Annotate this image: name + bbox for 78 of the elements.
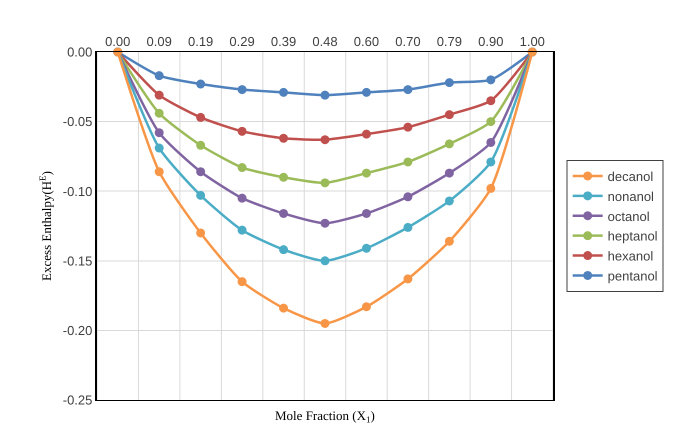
legend-label: octanol — [608, 208, 650, 224]
point — [486, 96, 496, 106]
point — [279, 88, 288, 97]
point — [196, 190, 206, 200]
point — [154, 167, 164, 176]
legend-label: hexanol — [608, 248, 654, 264]
point — [486, 75, 496, 84]
point — [486, 184, 496, 193]
legend-label: decanol — [608, 169, 654, 184]
point — [279, 245, 288, 254]
point — [154, 108, 164, 118]
legend-label: pentanol — [608, 268, 658, 284]
point — [362, 168, 371, 178]
point — [403, 157, 412, 166]
point — [444, 236, 454, 246]
point — [403, 192, 412, 202]
point — [320, 90, 330, 100]
point — [362, 208, 371, 218]
point — [403, 222, 412, 232]
point — [196, 112, 206, 122]
x-tick-label: 0.09 — [146, 34, 172, 49]
point — [238, 226, 247, 235]
x-axis-title: Mole Fraction (X$_{1}$) — [275, 408, 375, 425]
point — [444, 139, 454, 148]
point — [154, 144, 164, 153]
point — [238, 194, 247, 203]
point — [196, 167, 206, 176]
x-tick-label: 0.48 — [312, 34, 338, 49]
point — [320, 218, 330, 228]
x-tick-label: 0.19 — [188, 34, 214, 49]
point — [362, 302, 371, 312]
point — [444, 168, 454, 178]
point — [403, 122, 412, 132]
point — [320, 318, 330, 328]
point — [403, 85, 412, 94]
y-tick-label: -0.10 — [62, 184, 92, 199]
point — [279, 172, 288, 182]
point — [196, 80, 206, 89]
point — [362, 88, 371, 97]
point — [279, 304, 288, 313]
x-tick-label: 0.90 — [478, 34, 504, 49]
point — [320, 178, 330, 188]
point — [320, 256, 330, 266]
point — [238, 126, 247, 136]
point — [362, 130, 371, 139]
point — [486, 138, 496, 147]
point — [279, 208, 288, 218]
point — [238, 163, 247, 172]
point — [444, 78, 454, 88]
x-tick-label: 0.70 — [395, 34, 421, 49]
point — [154, 128, 164, 138]
point — [444, 110, 454, 120]
x-tick-label: 0.79 — [436, 34, 462, 49]
point — [362, 244, 371, 253]
point — [196, 140, 206, 150]
point — [196, 228, 206, 238]
y-tick-label: -0.25 — [62, 392, 92, 408]
point — [279, 134, 288, 143]
y-tick-label: -0.15 — [62, 253, 92, 268]
point — [154, 90, 164, 100]
point — [444, 196, 454, 206]
legend-label: nonanol — [608, 188, 654, 204]
point — [154, 71, 164, 80]
x-tick-label: 0.00 — [105, 34, 130, 49]
x-tick-label: 0.29 — [229, 34, 255, 49]
x-tick-label: 0.39 — [270, 34, 296, 49]
y-tick-label: 0.00 — [67, 44, 92, 60]
x-tick-label: 0.60 — [354, 34, 380, 49]
point — [238, 85, 247, 94]
point — [486, 117, 496, 126]
legend-label: heptanol — [608, 228, 658, 244]
y-tick-label: -0.05 — [62, 114, 92, 130]
point — [320, 135, 330, 144]
x-tick-label: 1.00 — [520, 34, 545, 49]
point — [403, 274, 412, 284]
point — [486, 157, 496, 166]
y-tick-label: -0.20 — [62, 322, 92, 338]
point — [238, 277, 247, 286]
